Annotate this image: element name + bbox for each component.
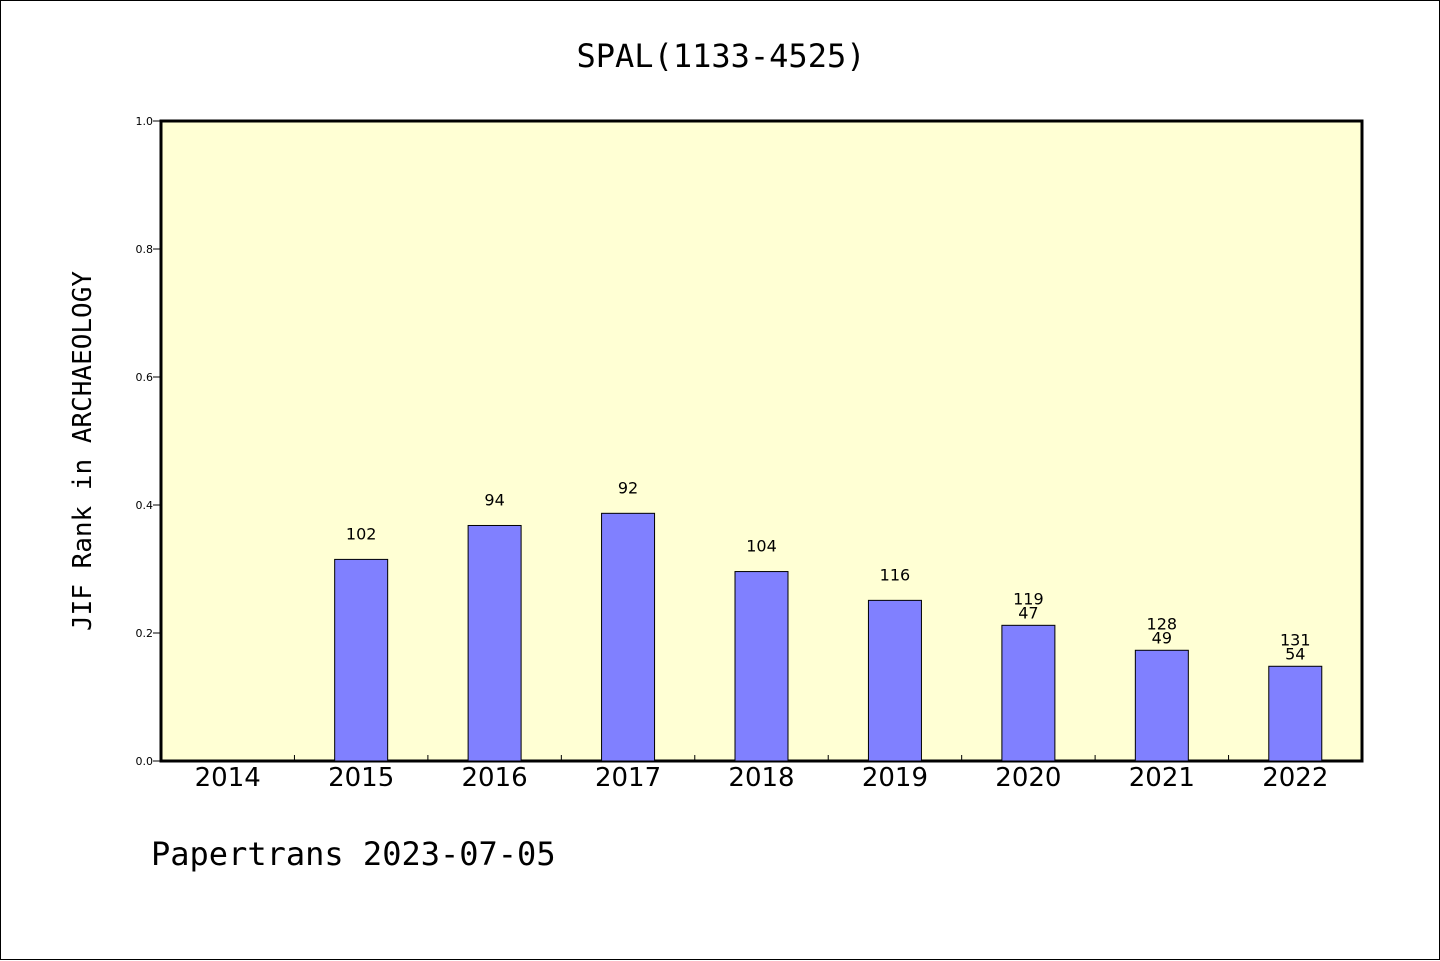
bar-rank-label: 131 <box>1280 630 1311 649</box>
bar-sub-label: 49 <box>1152 628 1172 647</box>
bar-2019 <box>867 599 922 762</box>
bar-2022 <box>1268 665 1323 762</box>
bar-rank-label: 102 <box>346 524 377 543</box>
y-tick-label: 1.0 <box>136 115 154 128</box>
bar-2017 <box>601 512 656 762</box>
y-axis-label: JIF Rank in ARCHAEOLOGY <box>68 271 98 631</box>
bar-2021 <box>1134 649 1189 762</box>
bar-rank-label: 128 <box>1147 614 1178 633</box>
y-axis: 0.0 0.2 0.4 0.6 0.8 1.0 <box>136 115 161 768</box>
x-tick-label: 2021 <box>1129 763 1195 793</box>
bar-2018 <box>734 571 789 762</box>
x-axis: 2014 2015 2016 2017 2018 2019 2020 2021 2022 <box>195 755 1328 793</box>
x-tick-label: 2018 <box>728 763 794 793</box>
bar-2020 <box>1001 624 1056 762</box>
y-tick-label: 0.8 <box>136 243 154 256</box>
bar-2015 <box>334 558 389 762</box>
bar-rank-label: 92 <box>618 478 638 497</box>
bar-rank-label: 119 <box>1013 589 1044 608</box>
bar-rank-label: 94 <box>484 490 504 509</box>
x-tick-label: 2020 <box>995 763 1061 793</box>
chart-title: SPAL(1133-4525) <box>577 37 866 75</box>
y-tick-label: 0.6 <box>136 371 154 384</box>
bar-sub-label: 47 <box>1018 603 1038 622</box>
x-tick-label: 2017 <box>595 763 661 793</box>
y-tick-label: 0.0 <box>136 755 154 768</box>
bar-rank-label: 116 <box>880 565 911 584</box>
y-tick-label: 0.4 <box>136 499 154 512</box>
x-tick-label: 2016 <box>462 763 528 793</box>
x-tick-label: 2015 <box>328 763 394 793</box>
bars-group <box>334 512 1323 762</box>
x-tick-label: 2022 <box>1262 763 1328 793</box>
x-tick-label: 2019 <box>862 763 928 793</box>
bar-sub-label: 54 <box>1285 644 1305 663</box>
x-tick-label: 2014 <box>195 763 261 793</box>
bar-rank-label: 104 <box>746 537 777 556</box>
bar-2016 <box>467 524 522 762</box>
footer-text: Papertrans 2023-07-05 <box>151 835 556 873</box>
y-tick-label: 0.2 <box>136 627 154 640</box>
